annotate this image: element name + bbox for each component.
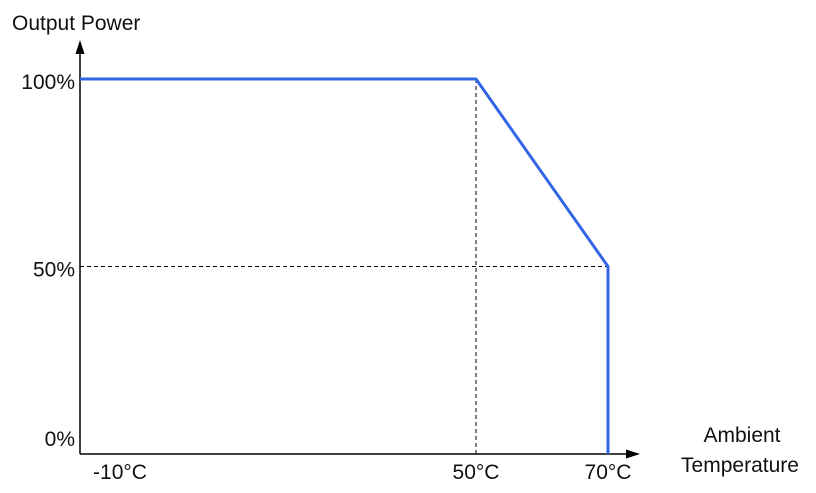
x-tick-label-0: -10°C <box>93 461 147 484</box>
y-tick-label-2: 100% <box>21 71 75 94</box>
x-tick-labels: -10°C 50°C 70°C <box>93 461 631 484</box>
x-tick-label-2: 70°C <box>585 461 632 484</box>
x-axis-arrowhead <box>626 449 640 459</box>
y-axis-title: Output Power <box>12 12 140 35</box>
y-tick-label-0: 0% <box>45 428 75 451</box>
series-group <box>80 77 610 454</box>
y-tick-labels: 0% 50% 100% <box>21 71 75 451</box>
x-axis-title-line-1: Ambient <box>703 424 780 447</box>
reference-lines <box>80 79 608 454</box>
x-tick-label-1: 50°C <box>453 461 500 484</box>
x-axis-title-line-2: Temperature <box>681 454 799 477</box>
y-tick-label-1: 50% <box>33 259 75 282</box>
y-axis-arrowhead <box>75 40 85 54</box>
series-line-0 <box>80 77 610 454</box>
